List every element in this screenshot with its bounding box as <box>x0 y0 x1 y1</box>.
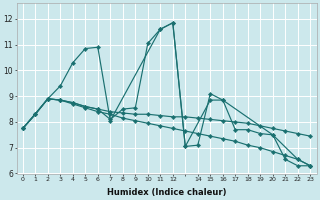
X-axis label: Humidex (Indice chaleur): Humidex (Indice chaleur) <box>107 188 226 197</box>
